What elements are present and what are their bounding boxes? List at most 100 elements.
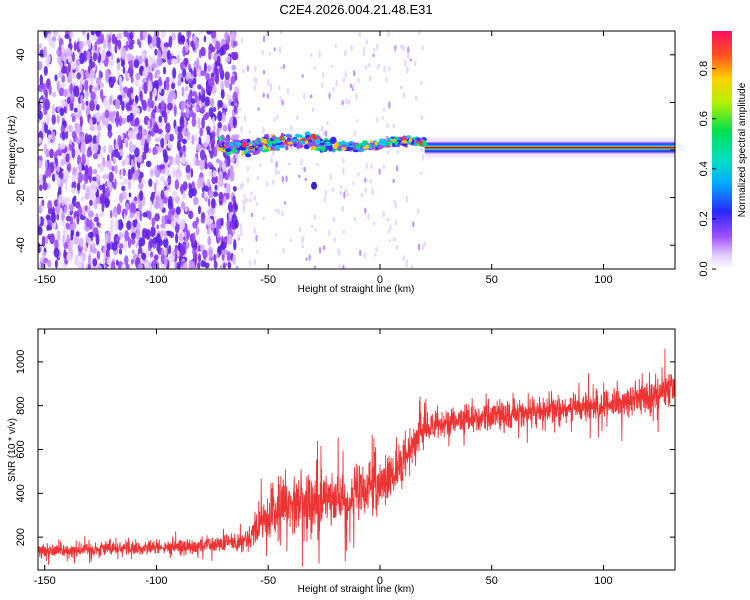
- signal-blob: [247, 146, 254, 150]
- noise-blob: [213, 51, 218, 62]
- noise-blob: [211, 198, 216, 209]
- noise-blob: [79, 162, 82, 174]
- faint-blob: [360, 192, 364, 198]
- noise-blob: [227, 251, 231, 260]
- faint-blob: [298, 226, 302, 233]
- noise-blob: [69, 31, 73, 39]
- faint-blob: [386, 122, 389, 129]
- faint-blob: [335, 79, 338, 87]
- noise-blob: [130, 92, 134, 101]
- noise-blob: [129, 98, 134, 107]
- noise-blob: [79, 115, 83, 128]
- noise-blob: [45, 214, 51, 221]
- noise-blob: [79, 52, 85, 65]
- noise-blob: [116, 32, 123, 40]
- noise-blob: [39, 184, 43, 191]
- noise-blob: [125, 202, 130, 211]
- noise-blob: [187, 93, 192, 106]
- noise-blob: [164, 132, 170, 141]
- noise-blob: [224, 103, 227, 110]
- faint-blob: [407, 46, 410, 54]
- noise-blob: [197, 117, 201, 130]
- y-tick-label: -40: [15, 237, 27, 253]
- signal-blob: [225, 148, 232, 153]
- noise-blob: [219, 159, 222, 171]
- faint-blob: [267, 79, 270, 87]
- noise-blob: [107, 123, 112, 133]
- noise-blob: [121, 185, 126, 192]
- faint-blob: [344, 49, 347, 54]
- noise-blob: [164, 231, 167, 241]
- noise-blob: [129, 112, 134, 122]
- noise-blob: [42, 251, 47, 258]
- noise-blob: [207, 208, 212, 216]
- faint-blob: [350, 44, 353, 52]
- noise-blob: [98, 69, 102, 80]
- faint-blob: [392, 178, 395, 184]
- faint-blob: [301, 244, 305, 249]
- noise-blob: [231, 222, 236, 230]
- faint-blob: [378, 168, 381, 176]
- signal-blob: [221, 141, 225, 148]
- noise-blob: [137, 38, 141, 46]
- noise-blob: [197, 253, 202, 263]
- signal-blob: [217, 136, 223, 141]
- noise-blob: [164, 189, 169, 198]
- signal-blob: [257, 144, 263, 148]
- noise-blob: [55, 205, 61, 215]
- noise-blob: [120, 181, 125, 187]
- noise-blob: [139, 210, 143, 222]
- noise-blob: [157, 49, 162, 62]
- faint-blob: [382, 210, 385, 218]
- spectrogram-x-label: Height of straight line (km): [298, 284, 415, 295]
- noise-blob: [158, 76, 162, 87]
- noise-blob: [41, 235, 46, 248]
- noise-blob: [84, 245, 88, 253]
- faint-blob: [383, 107, 386, 112]
- noise-blob: [68, 71, 73, 81]
- noise-blob: [57, 177, 61, 186]
- noise-blob: [163, 179, 167, 187]
- y-tick-label: 40: [15, 49, 27, 61]
- noise-blob: [120, 60, 125, 67]
- faint-blob: [328, 229, 331, 237]
- x-tick-label: 50: [486, 575, 498, 587]
- noise-blob: [125, 140, 129, 148]
- noise-blob: [210, 98, 215, 108]
- noise-blob: [180, 100, 185, 113]
- noise-blob: [161, 207, 166, 214]
- noise-blob: [162, 50, 169, 60]
- noise-blob: [38, 102, 42, 113]
- noise-blob: [175, 206, 181, 215]
- faint-blob: [255, 201, 259, 207]
- noise-blob: [108, 180, 113, 193]
- faint-blob: [285, 175, 288, 183]
- signal-blob: [226, 151, 231, 156]
- y-tick-label: 400: [15, 484, 27, 502]
- faint-blob: [338, 249, 341, 257]
- noise-blob: [121, 263, 127, 269]
- faint-blob: [341, 100, 344, 106]
- faint-blob: [265, 180, 269, 188]
- noise-blob: [65, 215, 71, 222]
- noise-blob: [127, 170, 133, 180]
- noise-blob: [194, 239, 197, 250]
- snr-x-ticks: -150 -100 -50 0 50 100: [34, 329, 613, 587]
- signal-blob: [325, 142, 332, 146]
- noise-blob: [64, 34, 70, 39]
- faint-blob: [372, 53, 375, 58]
- faint-blob: [330, 65, 333, 69]
- signal-blob: [285, 140, 289, 146]
- noise-blob: [56, 80, 60, 92]
- noise-blob: [71, 174, 76, 183]
- faint-blob: [394, 201, 397, 209]
- noise-blob: [127, 130, 134, 139]
- faint-blob: [262, 126, 265, 134]
- faint-blob: [396, 149, 400, 154]
- noise-blob: [213, 253, 217, 263]
- noise-blob: [56, 114, 60, 124]
- noise-blob: [195, 143, 202, 152]
- noise-blob: [95, 31, 101, 37]
- noise-blob: [227, 261, 232, 269]
- noise-blob: [149, 198, 153, 211]
